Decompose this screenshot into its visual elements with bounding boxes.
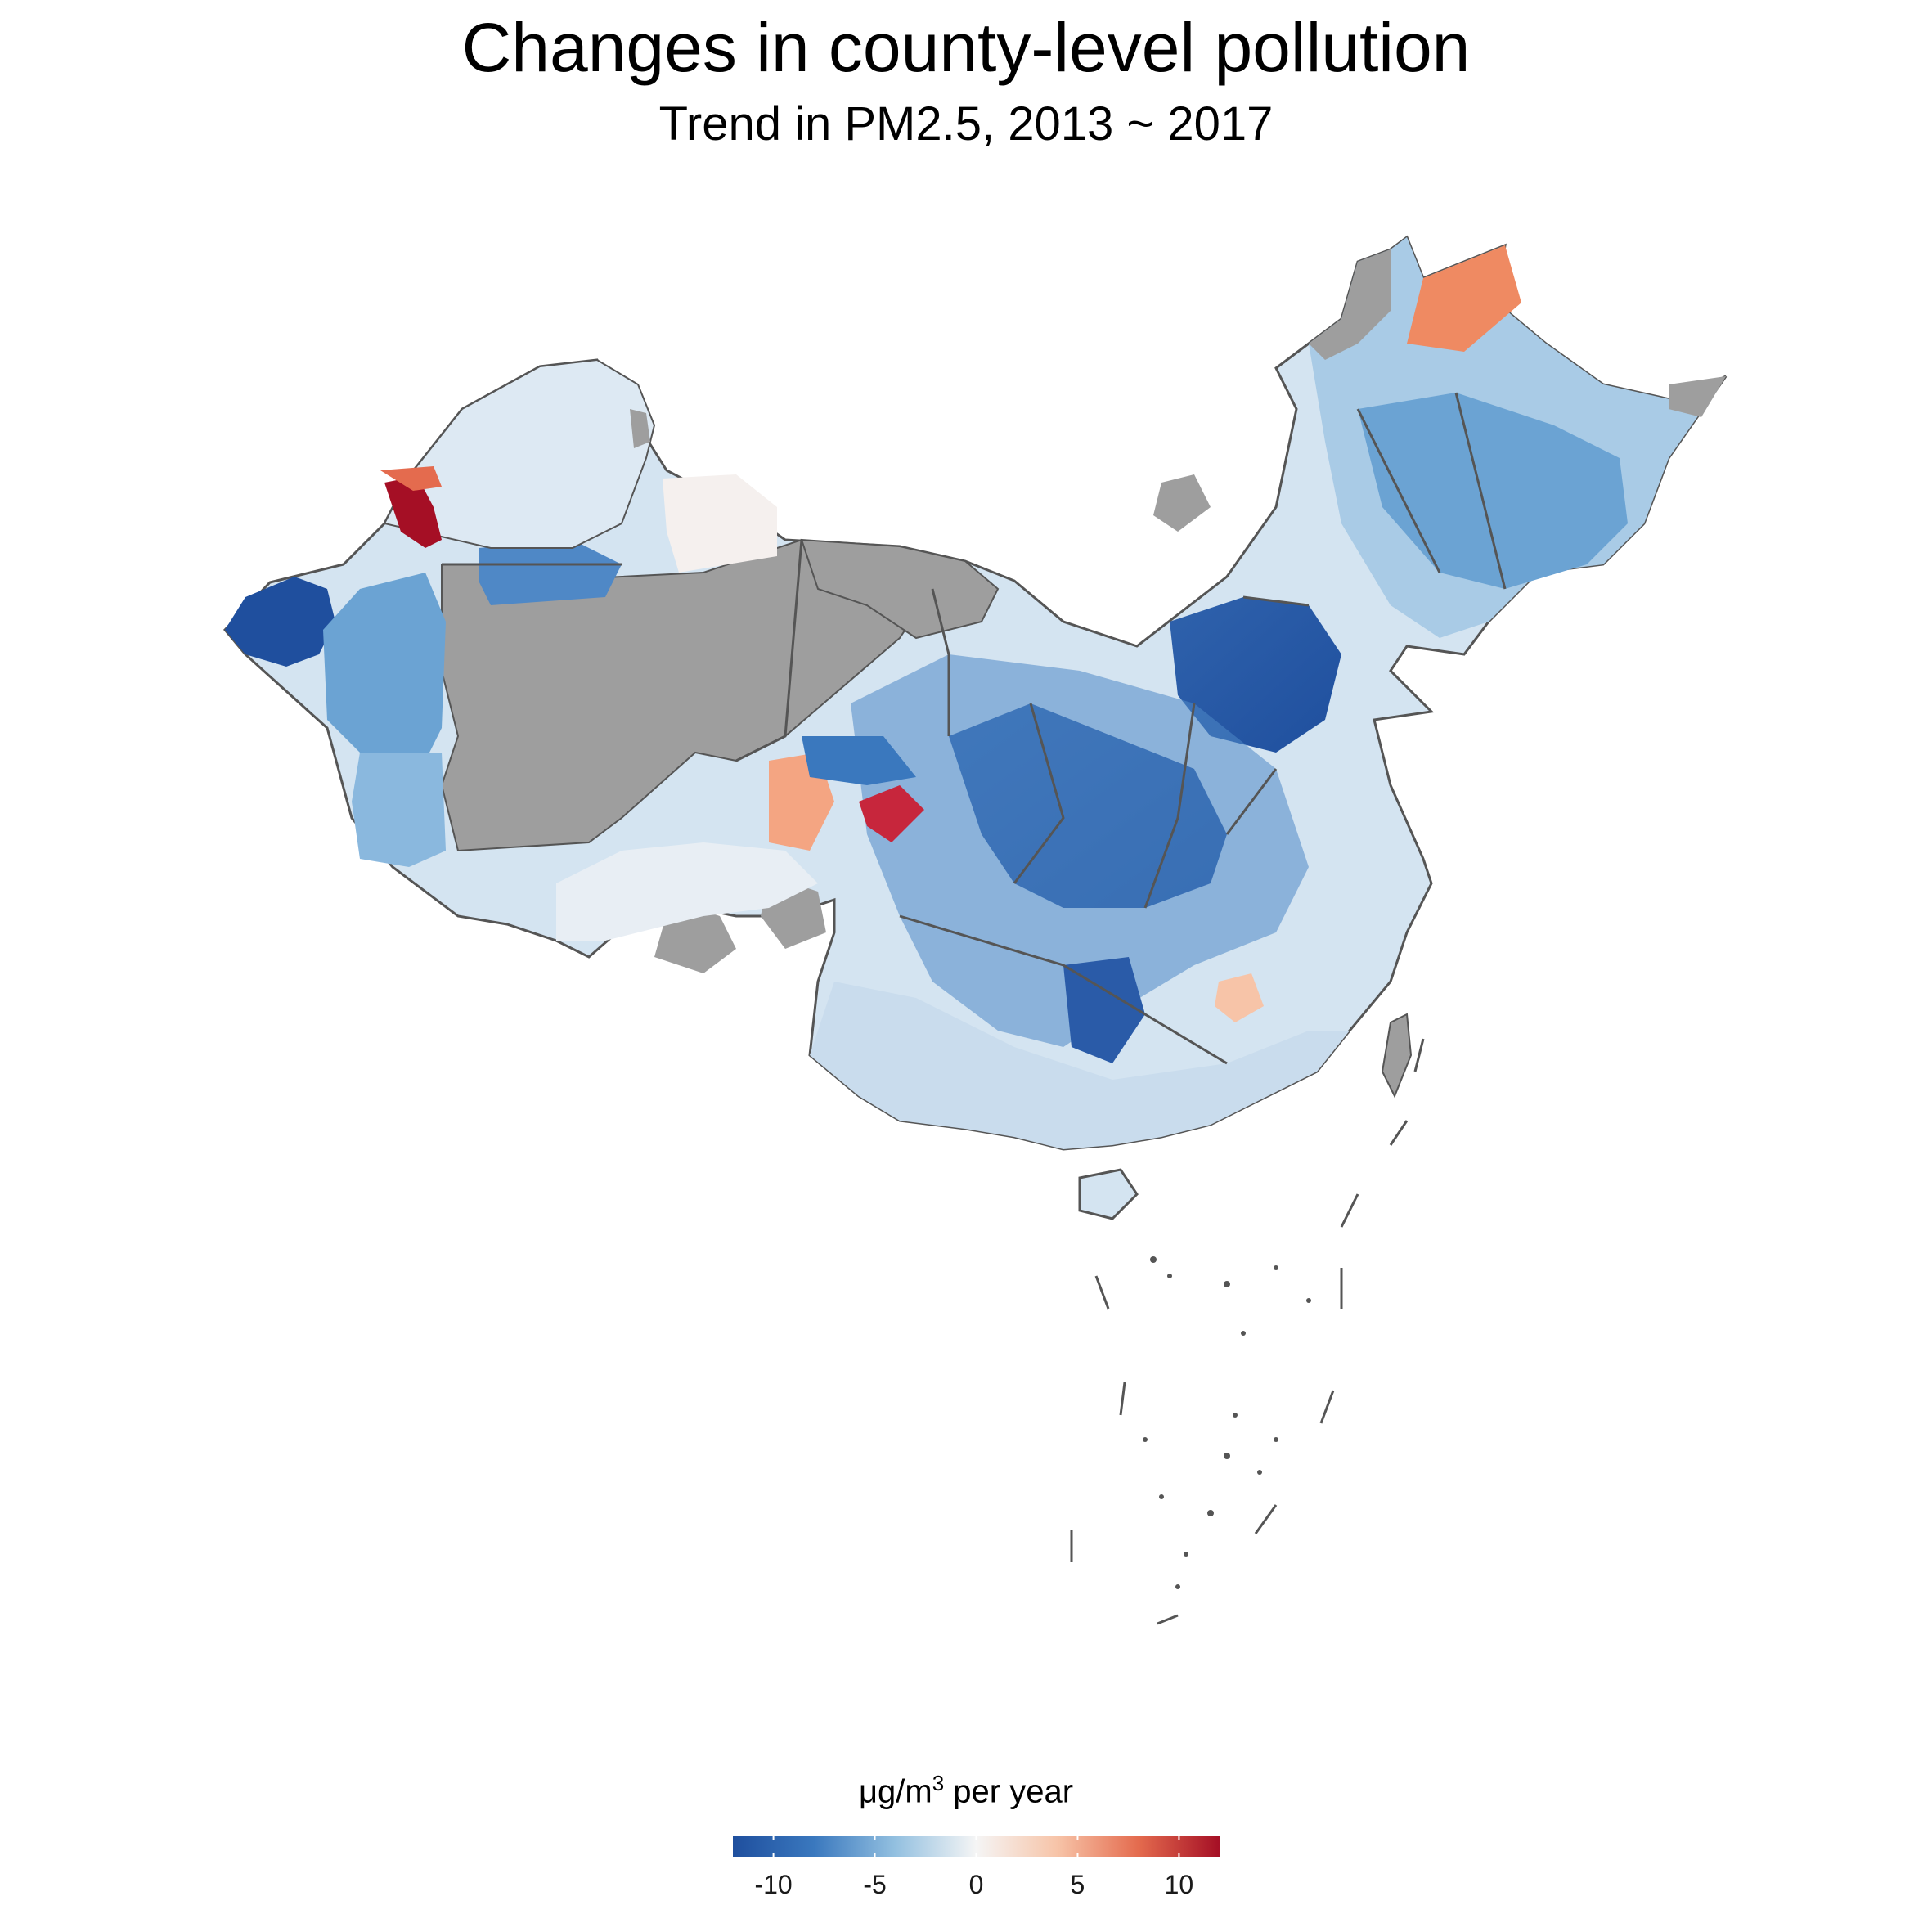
map-title: Changes in county-level pollution bbox=[461, 9, 1471, 86]
south-xinjiang-mid-blue bbox=[323, 573, 446, 761]
aba-red bbox=[859, 785, 924, 842]
map-subtitle: Trend in PM2.5, 2013 ~ 2017 bbox=[658, 97, 1274, 151]
south-china bbox=[810, 982, 1350, 1149]
hainan-island bbox=[1078, 1168, 1139, 1220]
legend-ticks: -10 -5 0 5 10 bbox=[754, 1836, 1193, 1899]
altay-grey bbox=[630, 409, 650, 448]
taiwan-no-data bbox=[1381, 1013, 1413, 1099]
hulunbuir-no-data bbox=[1309, 249, 1391, 360]
north-xinjiang-light bbox=[383, 358, 656, 549]
kashgar-deep-blue bbox=[225, 577, 335, 667]
heilongjiang-orange bbox=[1407, 245, 1521, 352]
tarim-mid-blue bbox=[479, 540, 622, 605]
northeast-mid-blue bbox=[1358, 393, 1628, 589]
legend-title-prefix: μg/m bbox=[858, 1773, 932, 1810]
southern-tibet bbox=[556, 842, 818, 941]
guizhou-deep-blue bbox=[1063, 957, 1145, 1063]
island-dots bbox=[1143, 1256, 1311, 1589]
legend-title: μg/m3 per year bbox=[0, 1771, 1932, 1810]
central-china-outer bbox=[851, 654, 1309, 1047]
alxa-no-data bbox=[800, 538, 1000, 640]
legend-title-sup: 3 bbox=[932, 1771, 945, 1795]
province-borders bbox=[442, 392, 1507, 1065]
guangdong-salmon-patch bbox=[1215, 973, 1264, 1022]
inner-mongolia-grey bbox=[1153, 474, 1211, 532]
north-china-plain bbox=[1170, 597, 1341, 753]
hotan-light-blue bbox=[352, 753, 446, 867]
ili-orange bbox=[380, 466, 442, 491]
far-east-grey bbox=[1669, 376, 1726, 417]
legend-tick-label: 0 bbox=[969, 1870, 984, 1899]
legend-tick-label: -10 bbox=[754, 1870, 792, 1899]
qinghai-mid-blue bbox=[802, 736, 916, 785]
legend-title-suffix: per year bbox=[944, 1773, 1074, 1810]
legend-tick-label: 10 bbox=[1165, 1870, 1194, 1899]
east-xinjiang-pale bbox=[663, 474, 777, 573]
ili-red bbox=[384, 476, 442, 548]
legend-tick-label: 5 bbox=[1071, 1870, 1085, 1899]
south-china-sea-islands bbox=[1070, 1038, 1425, 1625]
legend-tick-label: -5 bbox=[863, 1870, 886, 1899]
